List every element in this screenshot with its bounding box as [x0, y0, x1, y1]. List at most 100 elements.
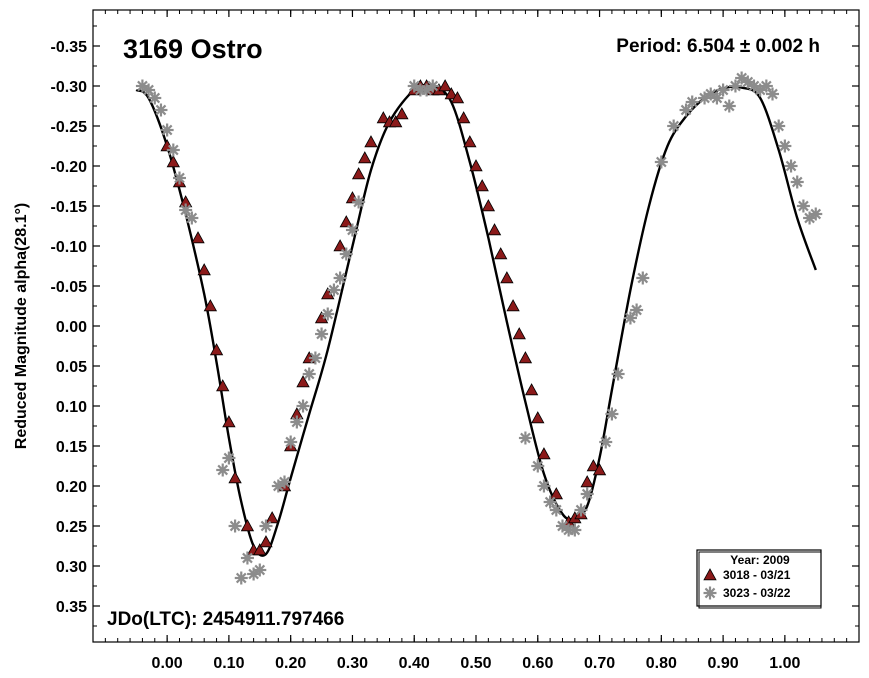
data-point [809, 207, 823, 221]
data-point [518, 431, 532, 445]
data-point [222, 415, 236, 428]
y-tick-label: -0.25 [51, 119, 88, 136]
y-tick-label: -0.15 [51, 199, 88, 216]
y-axis-label: Reduced Magnitude alpha(28.1°) [13, 203, 30, 449]
data-point [191, 231, 205, 244]
y-tick-label: 0.20 [56, 479, 87, 496]
data-point [290, 415, 304, 429]
data-point [512, 327, 526, 340]
data-point [240, 551, 254, 565]
y-tick-label: 0.30 [56, 559, 87, 576]
y-tick-label: -0.35 [51, 39, 88, 56]
data-point [790, 175, 804, 189]
period-label: Period: 6.504 ± 0.002 h [616, 36, 820, 57]
data-point [142, 83, 156, 97]
data-point [216, 379, 230, 392]
legend-entry-label: 3018 - 03/21 [723, 568, 791, 582]
data-point [315, 327, 329, 341]
y-axis-ticks: -0.35 -0.30 -0.25 -0.20 -0.15 -0.10 -0.05 0.00 0… [51, 25, 859, 627]
data-point [494, 247, 508, 260]
data-point [543, 495, 557, 509]
data-point [728, 79, 742, 93]
data-point [654, 155, 668, 169]
data-point [395, 107, 409, 120]
y-tick-label: 0.15 [56, 439, 87, 456]
data-point [203, 299, 218, 312]
data-point [772, 119, 786, 133]
data-point [463, 135, 477, 148]
data-point [172, 171, 186, 185]
data-point [537, 479, 551, 493]
data-point [333, 271, 347, 285]
y-tick-label: 0.10 [56, 399, 87, 416]
data-point [531, 411, 545, 424]
x-tick-label: 0.40 [399, 655, 430, 672]
data-point [549, 487, 563, 500]
x-tick-label: 0.80 [646, 655, 677, 672]
data-point [438, 79, 452, 92]
data-point [605, 407, 619, 421]
data-point [302, 367, 316, 381]
data-point [766, 87, 780, 101]
legend-shadow [698, 551, 822, 609]
x-tick-label: 0.20 [275, 655, 306, 672]
data-point [216, 463, 230, 477]
data-point [259, 535, 273, 548]
data-point [778, 139, 792, 153]
y-tick-label: 0.05 [56, 359, 87, 376]
data-point [327, 283, 341, 297]
data-point [284, 435, 298, 449]
data-point [222, 451, 236, 465]
data-point [481, 199, 496, 212]
epoch-label: JDo(LTC): 2454911.797466 [107, 609, 344, 630]
data-point [599, 435, 613, 449]
data-point [710, 91, 724, 105]
data-point [240, 519, 255, 532]
data-point [197, 263, 211, 276]
data-point [352, 195, 366, 209]
data-point [259, 519, 273, 533]
data-point [506, 299, 520, 312]
data-point [685, 95, 699, 109]
data-point [487, 223, 502, 236]
data-point [524, 383, 539, 396]
data-point [339, 215, 353, 228]
x-tick-label: 0.10 [213, 655, 244, 672]
data-point [450, 91, 465, 104]
data-point [339, 247, 353, 261]
data-point [154, 103, 168, 117]
x-axis-ticks: 0.00 0.10 0.20 0.30 0.40 0.50 0.60 0.70 0.80 0.90… [104, 10, 848, 672]
x-tick-label: 0.70 [584, 655, 615, 672]
legend: Year: 2009 3018 - 03/21 3023 - 03/22 [696, 549, 822, 609]
data-point [623, 311, 637, 325]
data-point [586, 459, 601, 472]
legend-marker [703, 586, 717, 600]
legend-entry-label: 3023 - 03/22 [723, 586, 791, 600]
data-point [160, 123, 174, 137]
data-point [568, 523, 582, 537]
y-tick-label: -0.30 [51, 79, 88, 96]
x-tick-label: 0.50 [460, 655, 491, 672]
data-point [345, 223, 359, 237]
data-point [580, 475, 594, 488]
data-point [667, 119, 681, 133]
data-point [580, 487, 594, 501]
data-point [166, 143, 180, 157]
data-point [630, 303, 644, 317]
x-tick-label: 0.90 [708, 655, 739, 672]
data-point [722, 99, 736, 113]
data-point [518, 351, 533, 364]
data-point [148, 91, 162, 105]
data-point [592, 463, 607, 476]
y-tick-label: 0.35 [56, 599, 87, 616]
data-point [296, 375, 310, 388]
data-point [796, 199, 810, 213]
data-point [456, 111, 471, 124]
data-point [358, 151, 372, 164]
data-point [376, 111, 391, 124]
data-point [531, 459, 545, 473]
data-point [179, 203, 193, 217]
data-point [500, 271, 514, 284]
x-tick-label: 1.00 [769, 655, 800, 672]
data-point [389, 115, 403, 128]
